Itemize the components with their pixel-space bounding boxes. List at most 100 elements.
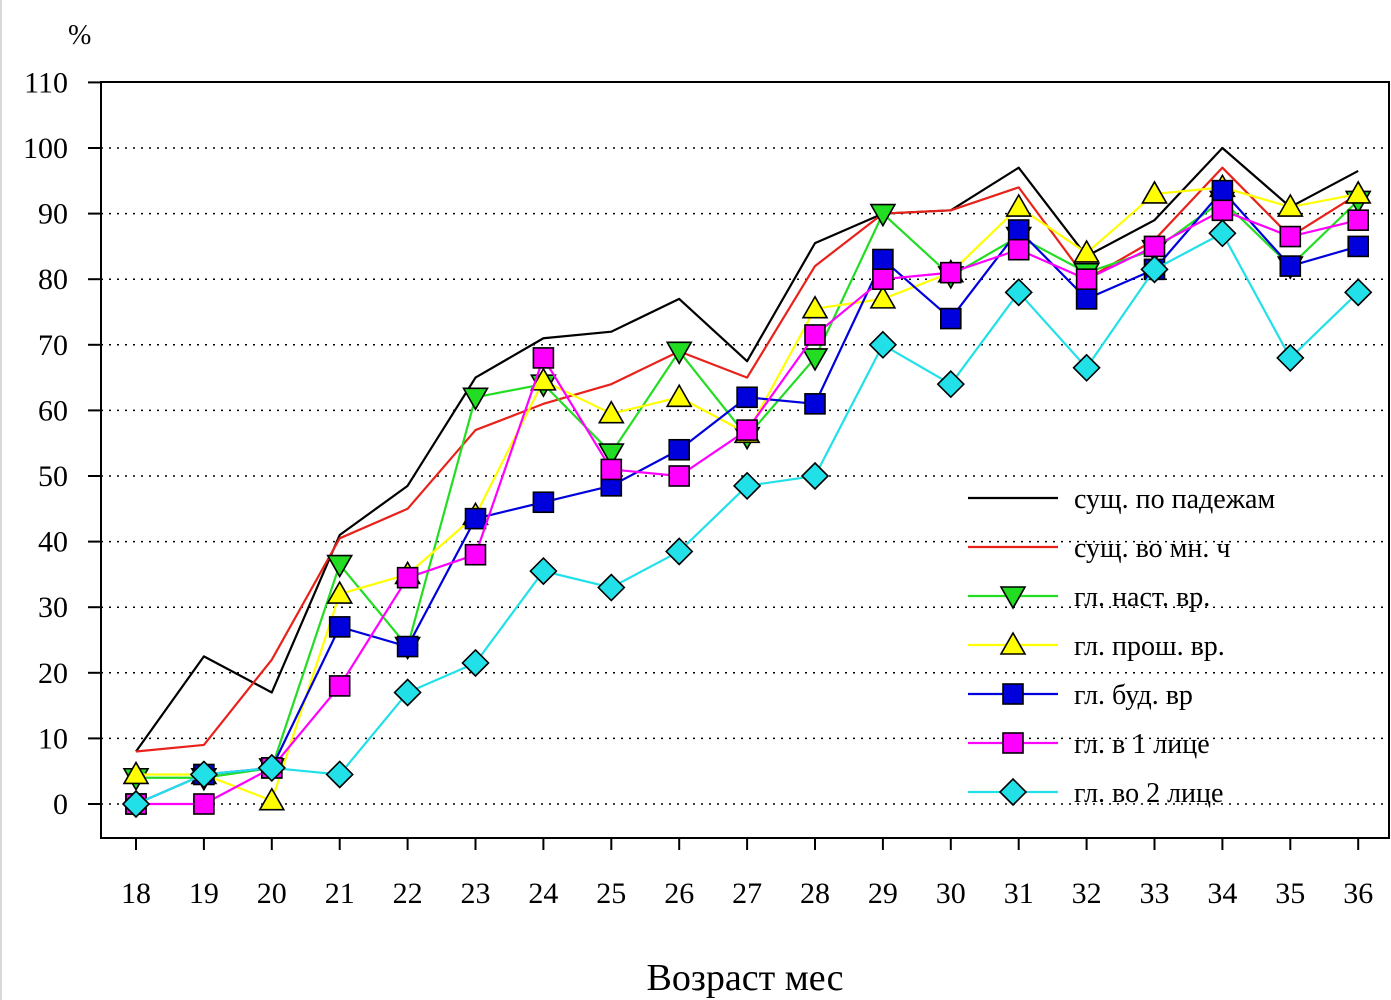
data-point-marker xyxy=(1141,180,1168,204)
data-point-marker xyxy=(1347,235,1369,258)
data-point-marker xyxy=(1005,193,1033,217)
series-lines xyxy=(121,146,1373,819)
data-point-marker xyxy=(257,753,286,783)
data-point-marker xyxy=(665,383,693,408)
data-point-marker xyxy=(532,347,555,369)
x-tick-label: 30 xyxy=(936,877,966,910)
data-point-marker xyxy=(936,370,965,399)
legend-label: сущ. по падежам xyxy=(1074,484,1275,515)
data-point-marker xyxy=(732,471,762,500)
y-tick-label: 10 xyxy=(38,722,68,755)
x-tick-label: 36 xyxy=(1343,877,1373,910)
data-point-marker xyxy=(1075,288,1098,310)
x-tick-label: 35 xyxy=(1275,877,1305,910)
y-tick-label: 70 xyxy=(38,329,68,362)
y-tick-label: 90 xyxy=(38,198,68,231)
data-point-marker xyxy=(1344,180,1372,204)
y-tick-label: 100 xyxy=(23,132,68,165)
x-tick-label: 18 xyxy=(121,877,151,910)
data-point-marker xyxy=(1007,219,1030,241)
grid-lines xyxy=(101,147,1389,805)
data-point-marker xyxy=(326,554,354,579)
data-point-marker xyxy=(529,556,558,586)
x-tick-label: 25 xyxy=(596,877,626,910)
x-tick-label: 19 xyxy=(189,877,219,910)
data-point-marker xyxy=(1211,179,1234,202)
y-tick-label: 40 xyxy=(38,526,68,559)
data-point-marker xyxy=(258,787,286,811)
legend-item: сущ. во мн. ч xyxy=(968,533,1230,564)
data-point-marker xyxy=(800,461,830,491)
legend-label: гл. буд. вр xyxy=(1074,680,1193,711)
data-point-marker xyxy=(600,458,623,481)
legend: сущ. по падежам сущ. во мн. ч гл. наст. вр… xyxy=(968,484,1275,809)
data-point-marker xyxy=(1347,209,1369,231)
data-point-marker xyxy=(121,789,151,819)
data-point-marker xyxy=(801,295,829,319)
data-point-marker xyxy=(736,386,758,409)
data-point-marker xyxy=(804,324,826,346)
data-point-marker xyxy=(665,537,694,566)
x-tick-label: 28 xyxy=(800,877,830,910)
data-point-marker xyxy=(464,543,487,566)
data-point-marker xyxy=(939,307,962,330)
data-point-marker xyxy=(668,465,691,487)
x-axis-title: Возраст мес xyxy=(647,957,844,999)
data-point-marker xyxy=(1140,255,1169,284)
data-point-marker xyxy=(597,400,625,424)
x-tick-label: 23 xyxy=(461,877,491,910)
legend-marker xyxy=(998,777,1028,807)
data-point-marker xyxy=(1211,199,1234,222)
x-tick-label: 29 xyxy=(868,877,898,910)
legend-label: гл. в 1 лице xyxy=(1074,729,1210,760)
y-tick-label: 80 xyxy=(38,263,68,296)
series-line xyxy=(135,232,1359,806)
data-point-marker xyxy=(1279,225,1302,248)
x-tick-label: 31 xyxy=(1004,877,1034,910)
data-point-marker xyxy=(1143,235,1166,258)
series-7 xyxy=(121,219,1373,819)
x-tick-label: 24 xyxy=(528,877,558,910)
legend-label: сущ. во мн. ч xyxy=(1074,533,1230,564)
x-tick-label: 22 xyxy=(393,877,423,910)
x-tick-label: 20 xyxy=(257,877,287,910)
data-point-marker xyxy=(122,760,150,785)
y-tick-label: 0 xyxy=(53,788,68,821)
x-tick-label: 33 xyxy=(1140,877,1170,910)
legend-label: гл. наст. вр. xyxy=(1074,582,1210,613)
data-point-marker xyxy=(532,491,555,514)
data-point-marker xyxy=(1007,238,1030,261)
legend-marker xyxy=(999,631,1027,655)
data-point-marker xyxy=(462,387,489,411)
series-line xyxy=(135,146,1359,753)
x-tick-label: 34 xyxy=(1207,877,1237,910)
data-point-marker xyxy=(872,268,894,291)
data-point-marker xyxy=(189,760,219,789)
data-point-marker xyxy=(869,285,897,309)
data-point-marker xyxy=(461,648,490,678)
data-point-marker xyxy=(326,580,354,604)
data-point-marker xyxy=(597,573,626,602)
y-axis-ticks: 0 10 20 30 40 50 60 70 80 90 100 110 xyxy=(23,66,101,821)
x-axis-ticks: 18 19 20 21 22 23 24 25 26 27 28 29 30 31 32 33 34 35 36 xyxy=(121,838,1373,910)
data-point-marker xyxy=(597,443,625,467)
data-point-marker xyxy=(530,367,557,391)
data-point-marker xyxy=(1276,343,1305,373)
data-point-marker xyxy=(1073,239,1100,263)
data-point-marker xyxy=(1075,268,1098,291)
data-point-marker xyxy=(939,261,962,284)
series-1 xyxy=(135,146,1359,753)
legend-item: гл. в 1 лице xyxy=(968,729,1210,760)
data-point-marker xyxy=(396,635,419,658)
plot-frame xyxy=(100,81,1390,839)
data-point-marker xyxy=(1072,353,1101,382)
data-point-marker xyxy=(1276,193,1304,217)
legend-item: гл. прош. вр. xyxy=(968,631,1225,662)
y-tick-label: 60 xyxy=(38,394,68,427)
legend-item: гл. буд. вр xyxy=(968,680,1193,711)
legend-marker xyxy=(1002,732,1024,754)
data-point-marker xyxy=(1004,278,1033,307)
data-point-marker xyxy=(328,616,351,638)
data-point-marker xyxy=(325,760,354,789)
